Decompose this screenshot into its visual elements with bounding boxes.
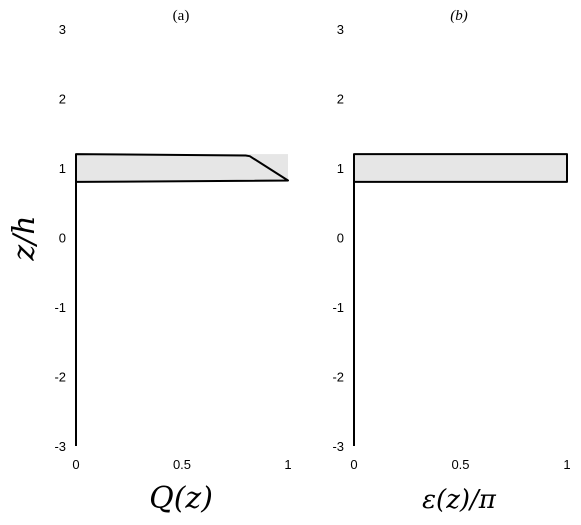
panel-a-ytick-label: 3 bbox=[59, 22, 66, 37]
panel-a-band bbox=[76, 154, 288, 182]
panel-b: -3 -2 -1 0 1 2 3 0 0.5 1 (b) ε(z)/π bbox=[332, 8, 570, 515]
panel-b-xtick-label: 1 bbox=[563, 457, 570, 472]
panel-b-title: (b) bbox=[450, 8, 468, 24]
panel-a-ytick-label: 0 bbox=[59, 231, 66, 246]
panel-b-ticks-group: -3 -2 -1 0 1 2 3 0 0.5 1 bbox=[332, 22, 570, 472]
panel-a-band-group bbox=[76, 154, 288, 182]
panel-a-ylabel: z/h bbox=[7, 215, 42, 261]
panel-b-band bbox=[354, 154, 567, 182]
panel-b-ytick-label: 0 bbox=[337, 231, 344, 246]
panel-a-xtick-label: 0.5 bbox=[173, 457, 191, 472]
panel-b-series-group bbox=[353, 153, 568, 446]
panel-b-ytick-label: -3 bbox=[332, 439, 344, 454]
panel-a-ytick-label: -1 bbox=[54, 300, 66, 315]
panel-b-band-group bbox=[354, 154, 567, 182]
panel-b-xtick-label: 0.5 bbox=[451, 457, 469, 472]
panel-b-ytick-label: -1 bbox=[332, 300, 344, 315]
panel-a-ticks-group: -3 -2 -1 0 1 2 3 0 0.5 1 bbox=[54, 22, 291, 472]
panel-a: -3 -2 -1 0 1 2 3 0 0.5 1 (a) Q(z) z/h bbox=[7, 8, 292, 516]
panel-a-xlabel: Q(z) bbox=[149, 481, 213, 516]
panel-b-xtick-label: 0 bbox=[350, 457, 357, 472]
panel-b-series-line-0 bbox=[353, 153, 568, 446]
panel-a-title: (a) bbox=[173, 8, 190, 24]
panel-b-ytick-label: 3 bbox=[337, 22, 344, 37]
panel-b-xlabel: ε(z)/π bbox=[422, 485, 497, 515]
panel-b-ytick-label: 2 bbox=[337, 92, 344, 107]
panel-b-ytick-label: -2 bbox=[332, 370, 344, 385]
panel-b-ytick-label: 1 bbox=[337, 161, 344, 176]
panel-a-ytick-label: 1 bbox=[59, 161, 66, 176]
panel-a-ytick-label: -3 bbox=[54, 439, 66, 454]
panel-a-ytick-label: -2 bbox=[54, 370, 66, 385]
panel-a-series-line-0 bbox=[75, 153, 289, 446]
panel-a-series-group bbox=[75, 153, 289, 446]
panel-a-ytick-label: 2 bbox=[59, 92, 66, 107]
panel-a-xtick-label: 1 bbox=[284, 457, 291, 472]
panel-a-xtick-label: 0 bbox=[72, 457, 79, 472]
